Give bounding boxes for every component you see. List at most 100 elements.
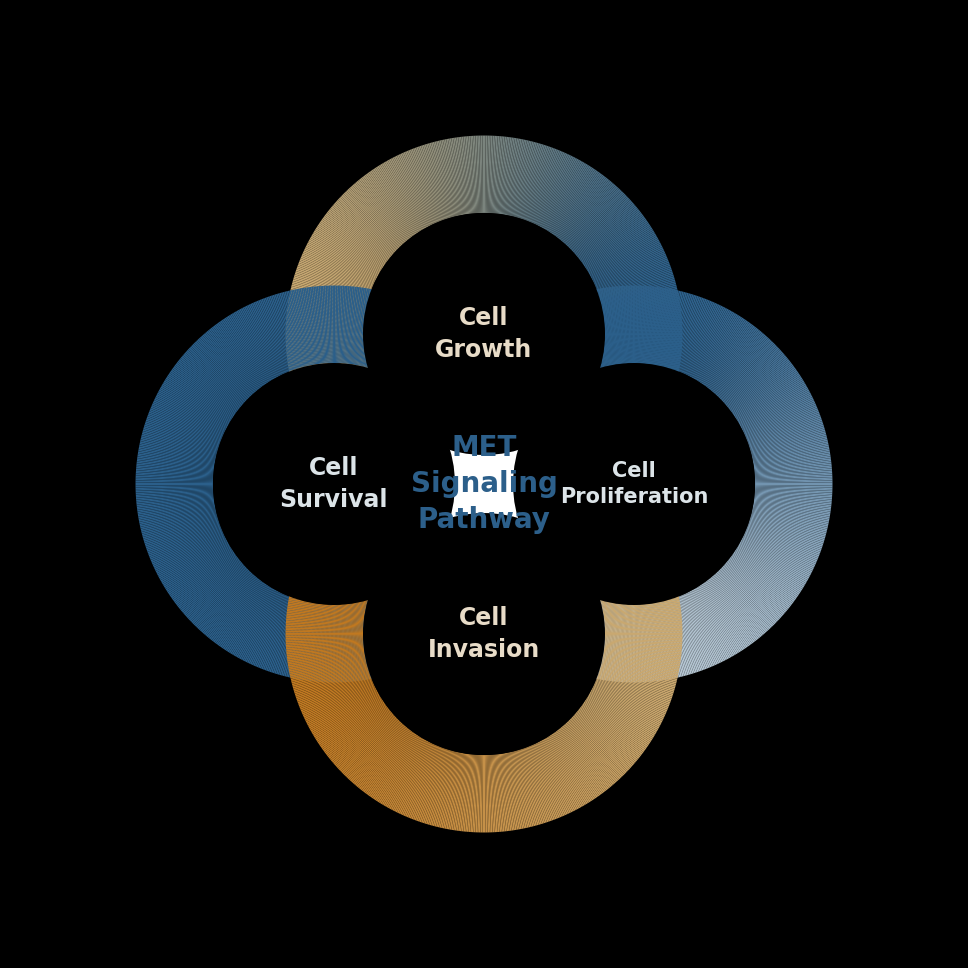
Wedge shape bbox=[724, 351, 783, 404]
Wedge shape bbox=[695, 312, 735, 379]
Wedge shape bbox=[286, 638, 363, 643]
Wedge shape bbox=[529, 746, 559, 819]
Wedge shape bbox=[533, 589, 574, 656]
Wedge shape bbox=[571, 599, 596, 673]
Wedge shape bbox=[356, 603, 372, 680]
Wedge shape bbox=[565, 487, 618, 545]
Wedge shape bbox=[439, 543, 507, 582]
Wedge shape bbox=[595, 681, 667, 711]
Wedge shape bbox=[394, 457, 430, 527]
Wedge shape bbox=[690, 308, 727, 378]
Wedge shape bbox=[291, 586, 367, 606]
Wedge shape bbox=[548, 466, 590, 532]
Wedge shape bbox=[148, 527, 221, 555]
Wedge shape bbox=[301, 681, 373, 713]
Wedge shape bbox=[369, 600, 392, 675]
Wedge shape bbox=[653, 603, 667, 680]
Wedge shape bbox=[591, 688, 661, 724]
Wedge shape bbox=[449, 138, 464, 215]
Wedge shape bbox=[291, 585, 367, 605]
Wedge shape bbox=[411, 576, 463, 636]
Wedge shape bbox=[443, 428, 518, 451]
Wedge shape bbox=[602, 659, 679, 677]
Wedge shape bbox=[565, 422, 620, 480]
Wedge shape bbox=[421, 347, 478, 401]
Text: Cell
Invasion: Cell Invasion bbox=[428, 606, 540, 662]
Wedge shape bbox=[629, 286, 632, 363]
Wedge shape bbox=[139, 507, 216, 524]
Wedge shape bbox=[538, 441, 574, 511]
Wedge shape bbox=[755, 487, 832, 491]
Wedge shape bbox=[484, 563, 543, 616]
Wedge shape bbox=[727, 356, 787, 407]
Wedge shape bbox=[375, 468, 418, 533]
Wedge shape bbox=[192, 345, 248, 400]
Wedge shape bbox=[599, 672, 673, 697]
Wedge shape bbox=[593, 685, 664, 719]
Wedge shape bbox=[407, 745, 438, 817]
Wedge shape bbox=[450, 408, 523, 439]
Wedge shape bbox=[301, 257, 373, 287]
Wedge shape bbox=[663, 291, 683, 367]
Wedge shape bbox=[136, 496, 214, 504]
Wedge shape bbox=[743, 535, 814, 569]
Wedge shape bbox=[524, 448, 550, 522]
Wedge shape bbox=[296, 288, 312, 365]
Wedge shape bbox=[303, 287, 317, 365]
Wedge shape bbox=[257, 301, 287, 373]
Wedge shape bbox=[538, 310, 576, 378]
Wedge shape bbox=[521, 449, 545, 524]
Wedge shape bbox=[603, 653, 680, 667]
Wedge shape bbox=[246, 592, 281, 662]
Wedge shape bbox=[587, 697, 653, 740]
Wedge shape bbox=[500, 754, 513, 831]
Wedge shape bbox=[603, 654, 680, 669]
Wedge shape bbox=[675, 597, 702, 671]
Wedge shape bbox=[143, 426, 218, 449]
Wedge shape bbox=[604, 310, 681, 320]
Wedge shape bbox=[180, 560, 241, 610]
Wedge shape bbox=[423, 449, 447, 524]
Wedge shape bbox=[426, 355, 486, 407]
Wedge shape bbox=[292, 289, 310, 366]
Wedge shape bbox=[138, 506, 215, 522]
Wedge shape bbox=[441, 436, 517, 456]
Wedge shape bbox=[497, 754, 506, 832]
Wedge shape bbox=[557, 595, 588, 667]
Wedge shape bbox=[438, 380, 504, 422]
Wedge shape bbox=[741, 540, 810, 577]
Wedge shape bbox=[488, 348, 546, 403]
Wedge shape bbox=[745, 405, 817, 437]
Wedge shape bbox=[571, 295, 596, 369]
Wedge shape bbox=[433, 142, 454, 217]
Wedge shape bbox=[287, 290, 307, 366]
Wedge shape bbox=[294, 273, 369, 297]
Wedge shape bbox=[405, 745, 437, 817]
Wedge shape bbox=[292, 583, 367, 604]
Wedge shape bbox=[448, 413, 521, 441]
Text: MET
Signaling
Pathway: MET Signaling Pathway bbox=[410, 435, 558, 533]
Wedge shape bbox=[748, 523, 822, 549]
Wedge shape bbox=[460, 136, 470, 214]
Wedge shape bbox=[681, 595, 711, 667]
Wedge shape bbox=[533, 312, 574, 379]
Wedge shape bbox=[387, 592, 422, 662]
Wedge shape bbox=[286, 329, 363, 332]
Wedge shape bbox=[395, 589, 435, 656]
Wedge shape bbox=[752, 438, 828, 457]
Wedge shape bbox=[355, 182, 407, 242]
Wedge shape bbox=[418, 448, 444, 522]
Wedge shape bbox=[286, 332, 363, 334]
Wedge shape bbox=[625, 286, 630, 363]
Wedge shape bbox=[699, 586, 742, 651]
Wedge shape bbox=[234, 589, 274, 656]
Wedge shape bbox=[376, 597, 404, 671]
Wedge shape bbox=[736, 376, 802, 419]
Wedge shape bbox=[301, 681, 373, 711]
Wedge shape bbox=[416, 447, 443, 521]
Wedge shape bbox=[288, 301, 365, 315]
Wedge shape bbox=[354, 288, 369, 365]
Wedge shape bbox=[455, 480, 532, 483]
Wedge shape bbox=[755, 482, 832, 484]
Wedge shape bbox=[531, 588, 573, 655]
